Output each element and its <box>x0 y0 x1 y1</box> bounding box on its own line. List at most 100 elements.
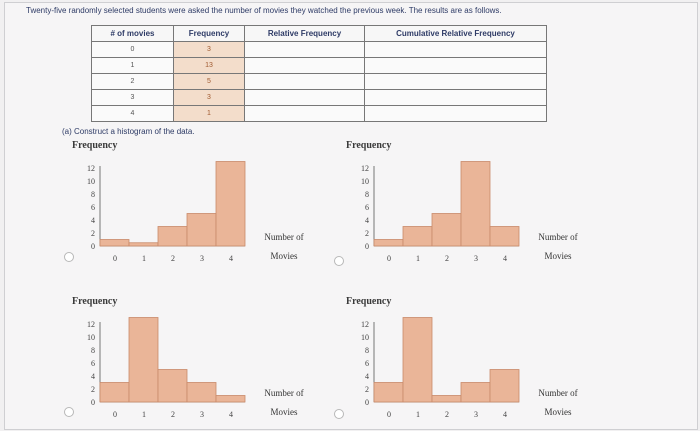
y-tick-label: 4 <box>365 372 369 381</box>
histogram-bar <box>99 239 130 247</box>
question-text: Twenty-five randomly selected students w… <box>26 6 502 15</box>
x-tick-label: 1 <box>416 254 420 263</box>
y-tick-label: 6 <box>365 203 369 212</box>
y-tick-label: 10 <box>361 177 369 186</box>
cell-num-movies: 0 <box>91 41 174 58</box>
histogram-option-d: Frequency 12 10 8 6 4 2 0 0 1 2 3 4 Number of Movies <box>336 293 578 425</box>
x-tick-label: 0 <box>387 254 391 263</box>
header-num-movies: # of movies <box>91 25 174 42</box>
header-relative-frequency: Relative Frequency <box>244 25 365 42</box>
y-tick-label: 6 <box>91 203 95 212</box>
y-tick-label: 4 <box>91 216 95 225</box>
cumulative-relative-frequency-input[interactable] <box>364 73 547 90</box>
header-frequency: Frequency <box>173 25 245 42</box>
x-tick-label: 1 <box>416 410 420 419</box>
x-tick-label: 4 <box>229 410 233 419</box>
radio-option-b[interactable] <box>334 256 344 266</box>
histogram-bar <box>431 213 462 247</box>
x-tick-label: 0 <box>113 254 117 263</box>
y-tick-label: 0 <box>91 242 95 251</box>
y-tick-label: 10 <box>87 333 95 342</box>
histogram-bar <box>431 395 462 403</box>
y-tick-label: 6 <box>365 359 369 368</box>
x-tick-label: 2 <box>445 410 449 419</box>
header-cumulative-relative-frequency: Cumulative Relative Frequency <box>364 25 547 42</box>
relative-frequency-input[interactable] <box>244 41 365 58</box>
part-a-prompt: (a) Construct a histogram of the data. <box>62 127 195 136</box>
x-tick-label: 2 <box>171 410 175 419</box>
relative-frequency-input[interactable] <box>244 89 365 106</box>
y-tick-label: 12 <box>87 320 95 329</box>
histogram-bar <box>489 369 520 403</box>
cell-num-movies: 3 <box>91 89 174 106</box>
histogram-bar <box>186 213 217 247</box>
relative-frequency-input[interactable] <box>244 105 365 122</box>
x-tick-label: 0 <box>387 410 391 419</box>
histogram-bar <box>157 369 188 403</box>
radio-option-c[interactable] <box>64 407 74 417</box>
y-axis-title: Frequency <box>72 140 117 151</box>
cell-frequency: 13 <box>173 57 245 74</box>
x-tick-label: 4 <box>503 254 507 263</box>
y-tick-label: 8 <box>365 190 369 199</box>
y-tick-label: 8 <box>91 190 95 199</box>
x-axis-title: Movies <box>271 407 298 417</box>
y-axis-title: Frequency <box>346 140 391 151</box>
y-axis-title: Frequency <box>72 296 117 307</box>
cumulative-relative-frequency-input[interactable] <box>364 89 547 106</box>
x-tick-label: 3 <box>200 410 204 419</box>
radio-option-a[interactable] <box>64 252 74 262</box>
cell-num-movies: 1 <box>91 57 174 74</box>
histogram-bar <box>402 317 433 403</box>
x-axis-title: Number of <box>264 388 303 398</box>
x-axis-title: Movies <box>545 251 572 261</box>
histogram-bar <box>460 382 491 403</box>
y-tick-label: 12 <box>361 320 369 329</box>
histogram-bar <box>215 161 246 247</box>
histogram-bar <box>215 395 246 403</box>
y-tick-label: 0 <box>365 398 369 407</box>
histogram-bar <box>489 226 520 247</box>
x-tick-label: 3 <box>474 410 478 419</box>
histogram-option-a: Frequency 12 10 8 6 4 2 0 0 1 2 3 4 Number of Movies <box>62 137 304 269</box>
y-axis-title: Frequency <box>346 296 391 307</box>
y-tick-label: 10 <box>87 177 95 186</box>
x-tick-label: 2 <box>171 254 175 263</box>
histogram-option-b: Frequency 12 10 8 6 4 2 0 0 1 2 3 4 Number of Movies <box>336 137 578 269</box>
cell-frequency: 5 <box>173 73 245 90</box>
table-row: 1 13 <box>91 57 547 74</box>
cell-frequency: 3 <box>173 89 245 106</box>
cell-num-movies: 2 <box>91 73 174 90</box>
x-tick-label: 1 <box>142 254 146 263</box>
x-tick-label: 4 <box>503 410 507 419</box>
relative-frequency-input[interactable] <box>244 73 365 90</box>
relative-frequency-input[interactable] <box>244 57 365 74</box>
y-tick-label: 0 <box>365 242 369 251</box>
y-tick-label: 4 <box>365 216 369 225</box>
histogram-bar <box>373 382 404 403</box>
x-tick-label: 0 <box>113 410 117 419</box>
y-tick-label: 2 <box>365 229 369 238</box>
x-axis-title: Movies <box>545 407 572 417</box>
cumulative-relative-frequency-input[interactable] <box>364 105 547 122</box>
cell-frequency: 1 <box>173 105 245 122</box>
table-header-row: # of movies Frequency Relative Frequency… <box>91 25 547 42</box>
cumulative-relative-frequency-input[interactable] <box>364 41 547 58</box>
y-tick-label: 8 <box>365 346 369 355</box>
cumulative-relative-frequency-input[interactable] <box>364 57 547 74</box>
radio-option-d[interactable] <box>334 409 344 419</box>
y-tick-label: 2 <box>91 385 95 394</box>
y-tick-label: 4 <box>91 372 95 381</box>
histogram-bar <box>157 226 188 247</box>
y-tick-label: 8 <box>91 346 95 355</box>
x-axis-title: Number of <box>264 232 303 242</box>
histogram-bar <box>128 242 159 247</box>
x-tick-label: 4 <box>229 254 233 263</box>
